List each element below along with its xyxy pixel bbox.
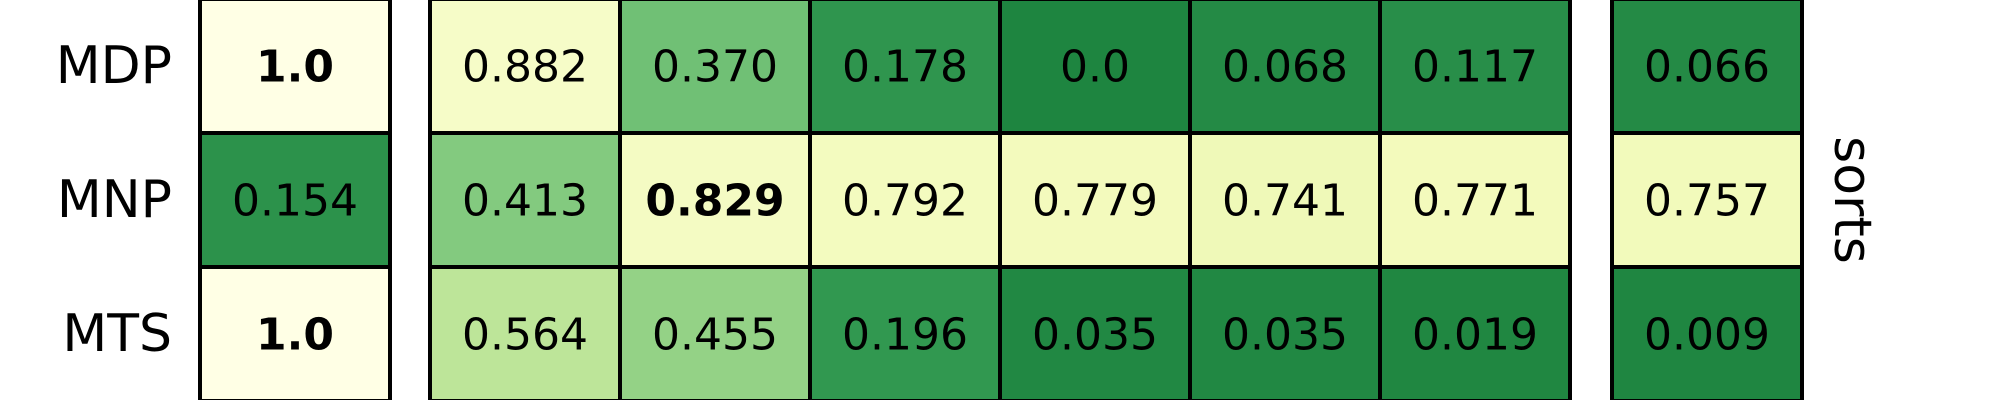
cell-value-label: 0.564: [462, 310, 588, 361]
cell-value-label: 0.741: [1222, 176, 1348, 227]
heatmap-cell: [198, 0, 392, 135]
cell-value-label: 1.0: [256, 42, 334, 93]
cell-value-label: 0.154: [232, 176, 358, 227]
cell-value-label: 0.019: [1412, 310, 1538, 361]
cell-value-label: 0.882: [462, 42, 588, 93]
cell-value-label: 0.370: [652, 42, 778, 93]
heatmap-cell: [1378, 131, 1572, 269]
heatmap-cell: [198, 131, 392, 269]
cell-value-label: 0.779: [1032, 176, 1158, 227]
cell-value-label: 0.009: [1644, 310, 1770, 361]
cell-value-label: 1.0: [256, 310, 334, 361]
cell-value-label: 0.413: [462, 176, 588, 227]
heatmap-cell: [998, 131, 1192, 269]
cell-value-label: 0.196: [842, 310, 968, 361]
heatmap-cell: [1378, 265, 1572, 403]
heatmap-cell: [998, 0, 1192, 135]
cell-value-label: 0.035: [1032, 310, 1158, 361]
heatmap-cell: [1188, 0, 1382, 135]
cell-value-label: 0.455: [652, 310, 778, 361]
cell-value-label: 0.792: [842, 176, 968, 227]
row-label-mdp: MDP: [56, 36, 172, 96]
side-axis-label: sorts: [1822, 136, 1882, 264]
heatmap-cell: [428, 265, 622, 403]
cell-value-label: 0.829: [645, 176, 784, 227]
cell-value-label: 0.178: [842, 42, 968, 93]
heatmap-cell: [808, 131, 1002, 269]
heatmap-cell: [1610, 0, 1804, 135]
cell-value-label: 0.0: [1060, 42, 1130, 93]
cell-value-label: 0.117: [1412, 42, 1538, 93]
cell-value-label: 0.068: [1222, 42, 1348, 93]
heatmap-cell: [1610, 265, 1804, 403]
heatmap-cell: [1610, 131, 1804, 269]
cell-value-label: 0.066: [1644, 42, 1770, 93]
cell-value-label: 0.771: [1412, 176, 1538, 227]
row-label-mts: MTS: [62, 304, 172, 364]
row-label-mnp: MNP: [57, 170, 172, 230]
cell-value-label: 0.757: [1644, 176, 1770, 227]
cell-value-label: 0.035: [1222, 310, 1348, 361]
heatmap-cell: [808, 265, 1002, 403]
